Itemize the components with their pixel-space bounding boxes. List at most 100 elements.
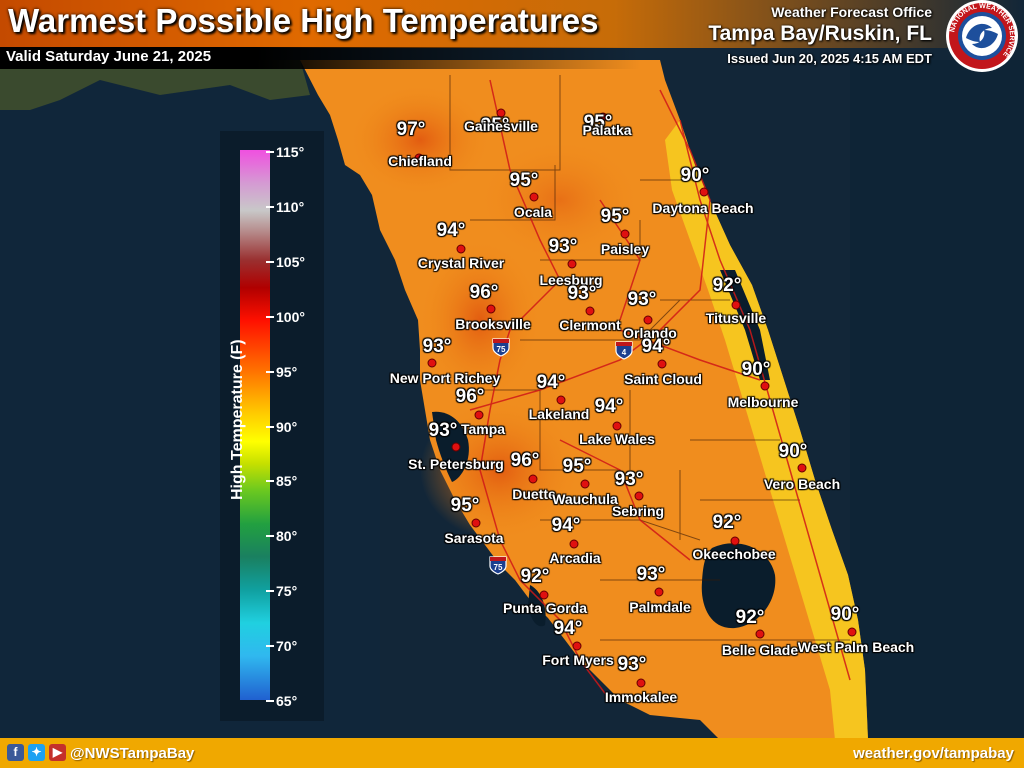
temp-new-port-richey: 93° xyxy=(422,336,452,357)
city-name-palmdale: Palmdale xyxy=(629,599,691,615)
city-name-wauchula: Wauchula xyxy=(552,491,618,507)
temp-sebring: 93° xyxy=(614,469,644,490)
legend-tick-label: 95° xyxy=(276,363,298,380)
city-dot-belle-glade xyxy=(755,629,765,639)
city-dot-arcadia xyxy=(569,539,579,549)
temp-arcadia: 94° xyxy=(551,515,581,536)
interstate-shield-icon: 4 xyxy=(615,341,633,360)
city-name-paisley: Paisley xyxy=(600,241,650,257)
city-name-sebring: Sebring xyxy=(611,503,665,519)
city-name-fort-myers: Fort Myers xyxy=(542,652,614,668)
city-dot-west-palm-beach xyxy=(847,627,857,637)
city-name-lakeland: Lakeland xyxy=(528,406,590,422)
legend-tick-label: 115° xyxy=(276,144,305,160)
temp-daytona-beach: 90° xyxy=(680,165,710,186)
panhandle-land xyxy=(0,60,310,110)
city-name-daytona-beach: Daytona Beach xyxy=(652,200,754,216)
city-dot-lakeland xyxy=(556,395,566,405)
city-dot-paisley xyxy=(620,229,630,239)
legend-tick xyxy=(266,700,274,702)
city-name-ocala: Ocala xyxy=(513,204,553,220)
legend-tick-label: 75° xyxy=(276,583,298,600)
temp-clermont: 93° xyxy=(567,283,597,304)
page-title: Warmest Possible High Temperatures xyxy=(8,2,599,39)
temp-okeechobee: 92° xyxy=(712,512,742,533)
city-dot-vero-beach xyxy=(797,463,807,473)
city-dot-ocala xyxy=(529,192,539,202)
city-name-duette: Duette xyxy=(512,486,556,502)
shield-number: 4 xyxy=(622,348,627,357)
legend-tick-label: 70° xyxy=(276,638,298,655)
city-dot-chiefland xyxy=(414,153,424,163)
city-dot-titusville xyxy=(731,300,741,310)
twitter-icon[interactable]: ✦ xyxy=(28,744,45,761)
legend-tick xyxy=(266,205,274,208)
temp-orlando: 93° xyxy=(627,289,657,310)
temp-lake-wales: 94° xyxy=(594,396,624,417)
temp-ocala: 95° xyxy=(509,170,539,191)
temp-sarasota: 95° xyxy=(450,495,480,516)
tampa-bay xyxy=(432,411,469,482)
temp-chiefland: 97° xyxy=(396,119,426,140)
city-dot-palatka xyxy=(598,112,608,122)
legend-tick-label: 65° xyxy=(276,693,298,709)
city-dot-okeechobee xyxy=(730,536,740,546)
temp-duette: 96° xyxy=(510,450,540,471)
legend-tick xyxy=(266,535,274,538)
office-name: Weather Forecast Office xyxy=(771,4,932,20)
city-name-immokalee: Immokalee xyxy=(604,689,678,705)
legend-tick xyxy=(266,590,274,593)
office-location: Tampa Bay/Ruskin, FL xyxy=(708,22,932,45)
temp-tampa: 96° xyxy=(455,386,485,407)
legend-tick xyxy=(266,315,274,318)
temp-leesburg: 93° xyxy=(548,236,578,257)
temp-saint-cloud: 94° xyxy=(641,336,671,357)
temp-palatka: 95° xyxy=(583,112,613,133)
city-dot-orlando xyxy=(643,315,653,325)
city-name-west-palm-beach: West Palm Beach xyxy=(797,639,915,655)
issued-time: Issued Jun 20, 2025 4:15 AM EDT xyxy=(727,51,932,66)
city-dot-crystal-river xyxy=(456,244,466,254)
header-band xyxy=(0,0,1024,48)
city-name-arcadia: Arcadia xyxy=(549,550,601,566)
temp-paisley: 95° xyxy=(600,206,630,227)
city-name-okeechobee: Okeechobee xyxy=(692,546,776,562)
facebook-icon[interactable]: f xyxy=(7,744,24,761)
city-dot-duette xyxy=(528,474,538,484)
legend-colorbar xyxy=(240,150,270,700)
legend-tick-label: 85° xyxy=(276,473,298,490)
temp-belle-glade: 92° xyxy=(735,607,765,628)
interstate-shield-icon: 75 xyxy=(492,338,510,357)
city-name-vero-beach: Vero Beach xyxy=(763,476,841,492)
city-dot-punta-gorda xyxy=(539,590,549,600)
city-name-melbourne: Melbourne xyxy=(727,394,799,410)
temp-west-palm-beach: 90° xyxy=(830,604,860,625)
city-name-clermont: Clermont xyxy=(559,317,621,333)
city-dot-daytona-beach xyxy=(699,187,709,197)
city-dot-brooksville xyxy=(486,304,496,314)
city-name-saint-cloud: Saint Cloud xyxy=(624,371,702,387)
city-name-palatka: Palatka xyxy=(582,122,632,138)
city-dot-melbourne xyxy=(760,381,770,391)
legend-title: High Temperature (F) xyxy=(229,339,246,500)
city-dot-st-petersburg xyxy=(451,442,461,452)
website-link[interactable]: weather.gov/tampabay xyxy=(853,745,1014,762)
legend-tick-label: 90° xyxy=(276,418,298,435)
city-dot-lake-wales xyxy=(612,421,622,431)
lake-okeechobee xyxy=(701,543,776,629)
legend-tick xyxy=(266,151,274,153)
legend-tick xyxy=(266,425,274,428)
city-name-belle-glade: Belle Glade xyxy=(721,642,799,658)
temp-palmdale: 93° xyxy=(636,564,666,585)
legend-tick-label: 80° xyxy=(276,528,298,545)
shield-number: 75 xyxy=(494,563,503,572)
temp-st-petersburg: 93° xyxy=(428,420,458,441)
city-dot-wauchula xyxy=(580,479,590,489)
social-handle[interactable]: @NWSTampaBay xyxy=(70,745,195,762)
city-name-chiefland: Chiefland xyxy=(388,153,452,169)
city-name-leesburg: Leesburg xyxy=(539,272,603,288)
temp-titusville: 92° xyxy=(712,275,742,296)
youtube-icon[interactable]: ▶ xyxy=(49,744,66,761)
city-name-crystal-river: Crystal River xyxy=(417,255,505,271)
legend-tick xyxy=(266,645,274,648)
